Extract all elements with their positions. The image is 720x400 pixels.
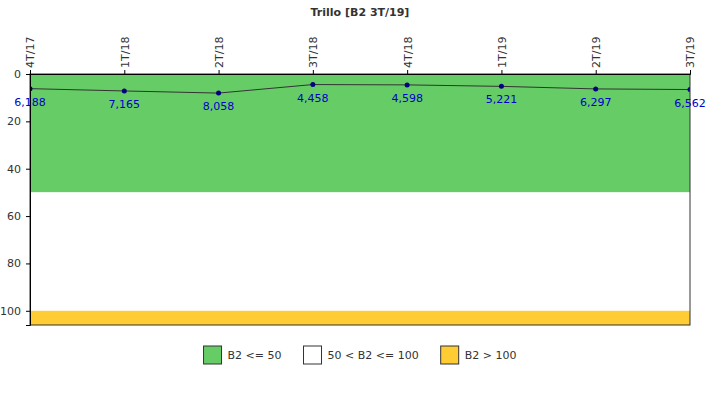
title: Trillo [B2 3T/19]	[311, 6, 410, 19]
y-tick: 40	[7, 163, 30, 176]
data-label: 4,598	[391, 92, 423, 105]
y-tick-mark	[26, 169, 30, 170]
x-axis-line	[31, 70, 691, 75]
data-label: 4,458	[297, 92, 329, 105]
x-tick-mark	[30, 70, 31, 74]
point	[593, 86, 598, 91]
x-tick-mark	[690, 70, 691, 74]
legend-swatch	[204, 346, 222, 364]
legend-swatch	[441, 346, 459, 364]
x-tick-mark	[313, 70, 314, 74]
data-label: 8,058	[203, 100, 235, 113]
legend-item: B2 <= 50	[204, 346, 282, 364]
x-tick: 2T/18	[213, 37, 226, 74]
y-tick: 60	[7, 210, 30, 223]
y-tick: 20	[7, 115, 30, 128]
data-label: 5,221	[486, 93, 518, 106]
band	[30, 311, 690, 325]
band	[30, 74, 690, 192]
legend: B2 <= 50 50 < B2 <= 100 B2 > 100	[204, 346, 517, 364]
y-tick-label: 0	[14, 68, 21, 81]
legend-label: B2 <= 50	[228, 349, 282, 362]
x-tick-label: 2T/18	[213, 37, 226, 68]
x-tick-label: 1T/19	[496, 37, 509, 68]
x-tick: 1T/18	[119, 37, 132, 74]
x-tick-label: 3T/18	[307, 37, 320, 68]
x-tick-mark	[124, 70, 125, 74]
x-tick-label: 3T/19	[684, 37, 697, 68]
y-axis-line	[26, 75, 31, 326]
x-tick-label: 4T/17	[24, 37, 37, 68]
band	[30, 192, 690, 310]
plot-area	[30, 74, 690, 325]
x-tick-mark	[501, 70, 502, 74]
x-tick-mark	[596, 70, 597, 74]
legend-label: 50 < B2 <= 100	[328, 349, 419, 362]
legend-swatch	[304, 346, 322, 364]
point	[405, 82, 410, 87]
point	[310, 82, 315, 87]
x-tick-label: 2T/19	[590, 37, 603, 68]
y-tick: 80	[7, 257, 30, 270]
y-tick-label: 20	[7, 115, 21, 128]
data-label: 6,562	[674, 97, 706, 110]
x-tick: 2T/19	[590, 37, 603, 74]
data-label: 6,297	[580, 96, 612, 109]
legend-item: B2 > 100	[441, 346, 517, 364]
x-tick-mark	[407, 70, 408, 74]
y-tick-mark	[26, 311, 30, 312]
y-tick-label: 100	[0, 305, 21, 318]
x-tick: 3T/18	[307, 37, 320, 74]
x-tick-label: 1T/18	[119, 37, 132, 68]
y-tick-label: 40	[7, 163, 21, 176]
x-tick: 4T/18	[401, 37, 414, 74]
point	[122, 88, 127, 93]
data-label: 7,165	[109, 98, 140, 111]
x-tick: 1T/19	[496, 37, 509, 74]
y-tick: 100	[0, 305, 30, 318]
chart: Trillo [B2 3T/19] 0 20 40 60 80 100 4T/17 1T/18 2…	[0, 0, 720, 400]
y-tick-mark	[26, 121, 30, 122]
y-tick-label: 60	[7, 210, 21, 223]
series-line	[30, 85, 690, 94]
point	[216, 91, 221, 96]
x-tick: 4T/17	[24, 37, 37, 74]
y-tick-mark	[26, 216, 30, 217]
y-tick: 0	[14, 68, 30, 81]
y-tick-mark	[26, 74, 30, 75]
legend-item: 50 < B2 <= 100	[304, 346, 419, 364]
y-tick-mark	[26, 263, 30, 264]
data-label: 6,188	[14, 96, 46, 109]
plot-frame	[30, 74, 690, 325]
legend-label: B2 > 100	[465, 349, 517, 362]
x-tick-label: 4T/18	[401, 37, 414, 68]
y-tick-label: 80	[7, 257, 21, 270]
x-axis: 4T/17 1T/18 2T/18 3T/18 4T/18 1T/19 2T/19 3T/19	[24, 37, 697, 75]
x-tick-mark	[219, 70, 220, 74]
point	[499, 84, 504, 89]
x-tick: 3T/19	[684, 37, 697, 74]
